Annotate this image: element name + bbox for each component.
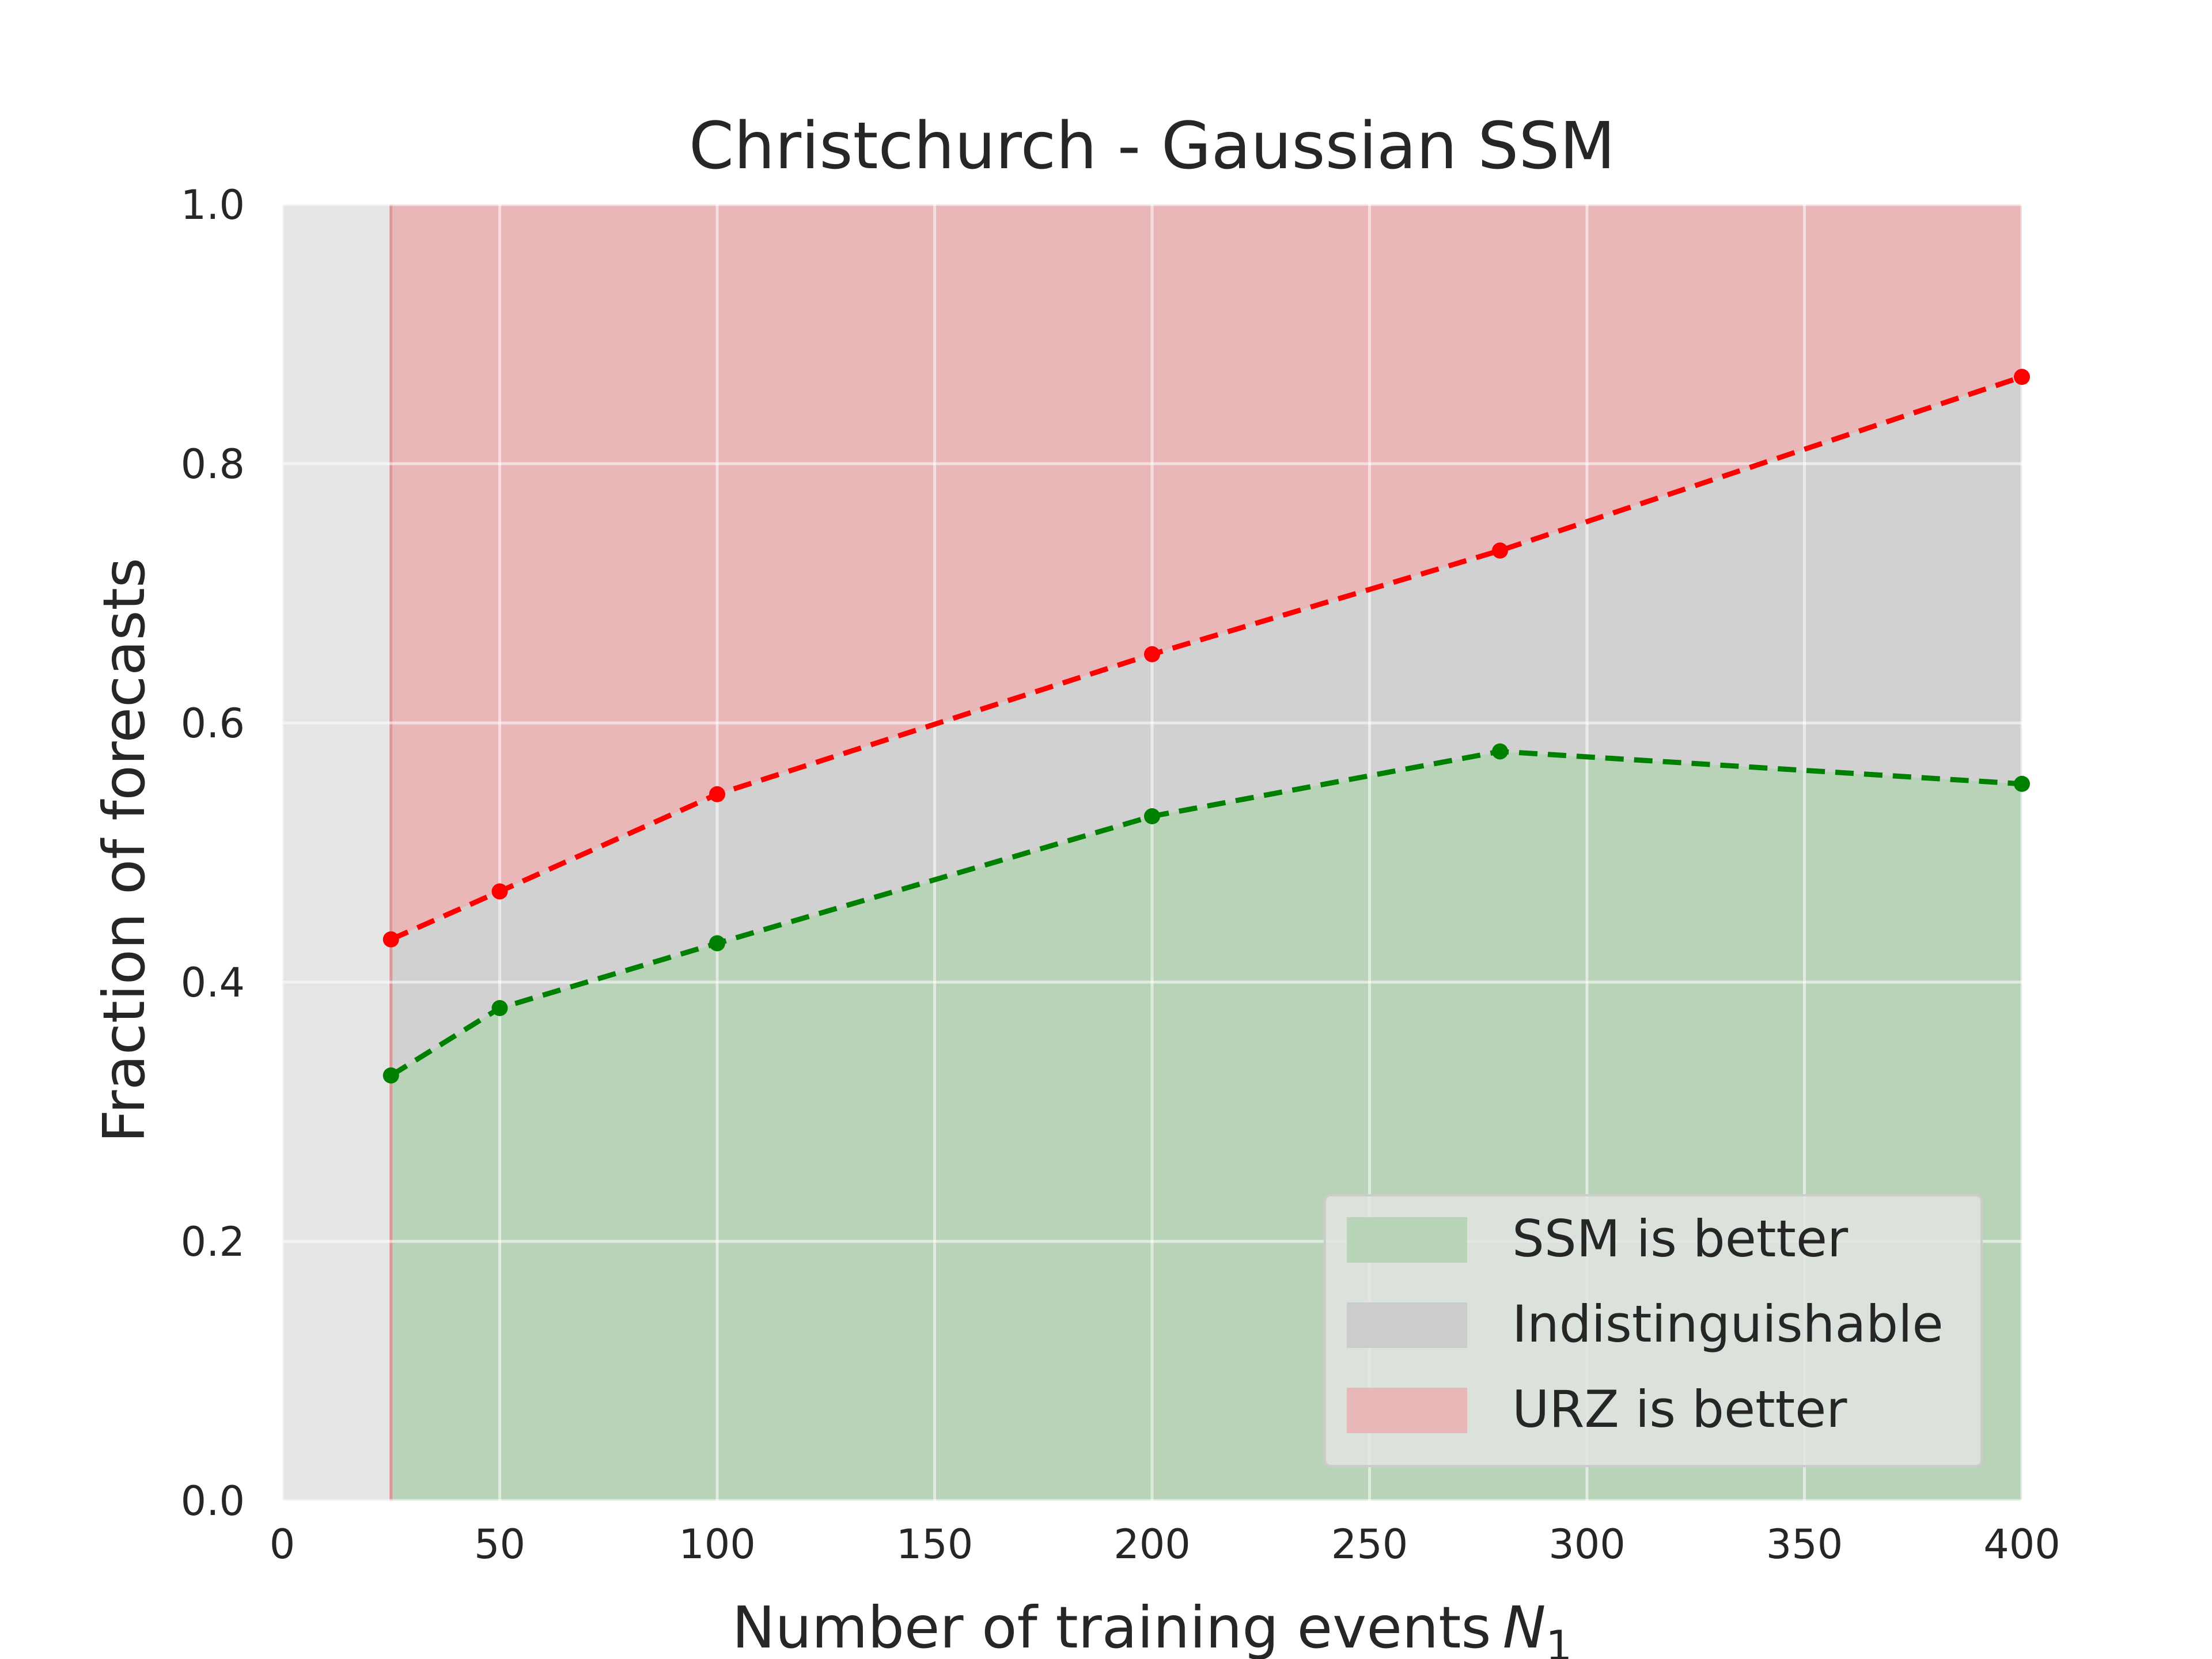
x-tick-label: 300 — [1548, 1521, 1626, 1568]
series — [382, 369, 2030, 1084]
urz-boundary-point — [382, 931, 399, 948]
legend-swatch — [1347, 1388, 1467, 1433]
legend-label: Indistinguishable — [1512, 1294, 1944, 1354]
x-tick-label: 100 — [679, 1521, 756, 1568]
x-axis-symbol: N — [1503, 1594, 1546, 1659]
x-tick-label: 50 — [474, 1521, 525, 1568]
urz-boundary-line — [389, 374, 2023, 942]
urz-boundary-point — [2014, 369, 2030, 385]
x-axis-label: Number of training events N1 — [732, 1594, 1572, 1659]
ssm-boundary-point — [382, 1067, 399, 1084]
ssm-boundary-point — [1492, 743, 1508, 760]
tick-labels: 0 50 100 150 200 250 300 350 400 0.0 0.2 0.4 0.6 0.8 1… — [181, 181, 2061, 1568]
urz-better-region — [391, 204, 2022, 940]
ssm-boundary-line — [389, 748, 2022, 1078]
x-tick-label: 350 — [1766, 1521, 1843, 1568]
x-axis-subscript: 1 — [1546, 1622, 1572, 1659]
ssm-boundary-point — [491, 1000, 508, 1016]
legend-label: URZ is better — [1512, 1380, 1847, 1439]
ssm-boundary-point — [709, 935, 725, 952]
x-tick-label: 250 — [1331, 1521, 1408, 1568]
y-tick-label: 0.4 — [181, 959, 245, 1006]
x-tick-label: 400 — [1983, 1521, 2061, 1568]
y-tick-label: 1.0 — [181, 181, 245, 229]
y-tick-label: 0.2 — [181, 1218, 245, 1266]
x-tick-label: 150 — [896, 1521, 974, 1568]
y-tick-label: 0.8 — [181, 441, 245, 488]
urz-boundary-point — [709, 786, 725, 802]
legend-label: SSM is better — [1512, 1209, 1849, 1268]
legend-frame — [1324, 1194, 1983, 1467]
chart-title: Christchurch - Gaussian SSM — [689, 109, 1615, 184]
ssm-boundary-point — [2014, 775, 2030, 792]
legend-swatch — [1347, 1302, 1467, 1348]
x-tick-label: 0 — [270, 1521, 296, 1568]
ssm-boundary-point — [1144, 808, 1160, 824]
x-tick-label: 200 — [1113, 1521, 1191, 1568]
legend-swatch — [1347, 1217, 1467, 1263]
indistinguishable-region — [391, 377, 2022, 1075]
x-axis-label-text: Number of training events — [732, 1594, 1491, 1659]
y-axis-label: Fraction of forecasts — [90, 558, 158, 1143]
urz-boundary-point — [1492, 542, 1508, 559]
urz-boundary-point — [491, 883, 508, 900]
y-tick-label: 0.6 — [181, 700, 245, 747]
legend: SSM is better Indistinguishable URZ is bet… — [1324, 1194, 1983, 1467]
urz-boundary-point — [1144, 646, 1160, 662]
y-tick-label: 0.0 — [181, 1478, 245, 1525]
